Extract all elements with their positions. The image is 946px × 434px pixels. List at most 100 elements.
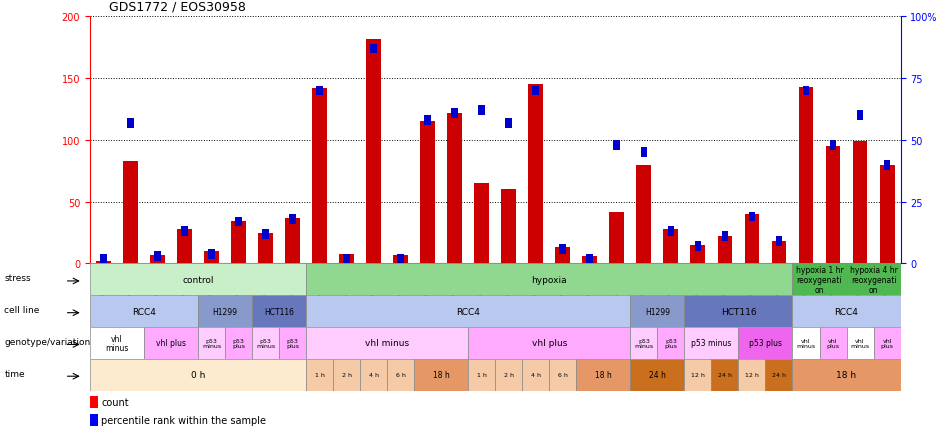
Bar: [90, 327, 144, 359]
Bar: [739, 359, 765, 391]
Bar: [204, 252, 219, 264]
Bar: [231, 222, 246, 264]
Bar: [550, 359, 576, 391]
Text: hypoxia: hypoxia: [532, 275, 567, 284]
Bar: [630, 327, 657, 359]
Bar: [576, 359, 630, 391]
Bar: [657, 327, 684, 359]
Bar: [717, 237, 732, 264]
Text: H1299: H1299: [213, 307, 237, 316]
Bar: [776, 237, 782, 247]
Text: 4 h: 4 h: [369, 372, 378, 377]
Bar: [505, 118, 512, 128]
Text: 4 h: 4 h: [531, 372, 541, 377]
Text: vhl minus: vhl minus: [365, 339, 410, 348]
Bar: [711, 359, 739, 391]
Bar: [100, 254, 107, 264]
Bar: [884, 160, 890, 170]
Bar: [279, 327, 307, 359]
Bar: [802, 86, 810, 96]
Bar: [262, 229, 269, 239]
Text: vhl
minus: vhl minus: [850, 338, 869, 348]
Bar: [522, 359, 550, 391]
Bar: [772, 242, 786, 264]
Bar: [425, 116, 431, 126]
Bar: [340, 254, 354, 264]
Text: HCT116: HCT116: [721, 307, 756, 316]
Bar: [236, 217, 242, 227]
Bar: [857, 111, 864, 121]
Bar: [451, 108, 458, 118]
Text: vhl plus: vhl plus: [156, 339, 186, 348]
Bar: [847, 264, 901, 296]
Bar: [468, 327, 630, 359]
Text: 1 h: 1 h: [315, 372, 324, 377]
Bar: [637, 165, 651, 264]
Bar: [694, 242, 701, 252]
Text: hypoxia 4 hr
reoxygenati
on: hypoxia 4 hr reoxygenati on: [850, 266, 898, 294]
Bar: [555, 248, 570, 264]
Bar: [316, 86, 323, 96]
Bar: [96, 261, 111, 264]
Bar: [533, 86, 539, 96]
Bar: [880, 165, 895, 264]
Bar: [668, 227, 674, 237]
Bar: [258, 233, 273, 264]
Bar: [307, 327, 468, 359]
Bar: [90, 296, 198, 327]
Bar: [609, 212, 624, 264]
Text: p53
plus: p53 plus: [286, 338, 299, 348]
Bar: [793, 327, 819, 359]
Text: p53
minus: p53 minus: [256, 338, 275, 348]
Text: 1 h: 1 h: [477, 372, 486, 377]
Bar: [614, 141, 621, 151]
Bar: [154, 252, 161, 261]
Text: count: count: [101, 398, 129, 407]
Bar: [177, 229, 192, 264]
Bar: [360, 359, 387, 391]
Text: 24 h: 24 h: [649, 370, 666, 379]
Text: 2 h: 2 h: [503, 372, 514, 377]
Text: HCT116: HCT116: [264, 307, 294, 316]
Text: 24 h: 24 h: [718, 372, 732, 377]
Text: p53
plus: p53 plus: [664, 338, 677, 348]
Bar: [289, 214, 296, 224]
Text: 18 h: 18 h: [595, 370, 612, 379]
Text: p53
minus: p53 minus: [635, 338, 654, 348]
Bar: [587, 254, 593, 264]
Bar: [414, 359, 468, 391]
Bar: [765, 359, 793, 391]
Bar: [793, 264, 847, 296]
Text: vhl plus: vhl plus: [532, 339, 567, 348]
Text: genotype/variation: genotype/variation: [5, 337, 91, 346]
Text: cell line: cell line: [5, 306, 40, 314]
Text: 2 h: 2 h: [342, 372, 352, 377]
Bar: [583, 256, 597, 264]
Text: 0 h: 0 h: [191, 370, 205, 379]
Bar: [793, 359, 901, 391]
Text: H1299: H1299: [645, 307, 670, 316]
Bar: [748, 212, 755, 222]
Bar: [684, 327, 739, 359]
Bar: [285, 218, 300, 264]
Bar: [722, 232, 728, 242]
Bar: [366, 39, 381, 264]
Text: RCC4: RCC4: [834, 307, 858, 316]
Bar: [873, 327, 901, 359]
Bar: [123, 161, 138, 264]
Bar: [852, 142, 867, 264]
Bar: [252, 296, 307, 327]
Bar: [691, 245, 706, 264]
Bar: [826, 147, 840, 264]
Bar: [144, 327, 198, 359]
Bar: [559, 244, 566, 254]
Bar: [90, 264, 307, 296]
Bar: [793, 296, 901, 327]
Text: vhl
plus: vhl plus: [827, 338, 839, 348]
Bar: [387, 359, 414, 391]
Text: p53
minus: p53 minus: [201, 338, 221, 348]
Bar: [468, 359, 496, 391]
Bar: [312, 89, 327, 264]
Bar: [479, 106, 485, 116]
Text: p53 minus: p53 minus: [692, 339, 731, 348]
